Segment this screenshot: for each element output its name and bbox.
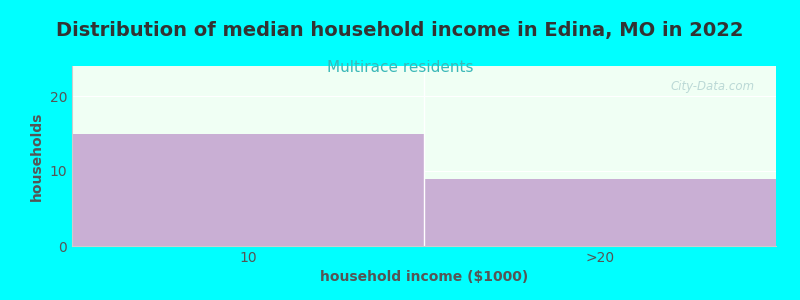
- Text: Multirace residents: Multirace residents: [326, 60, 474, 75]
- Text: City-Data.com: City-Data.com: [670, 80, 755, 93]
- Y-axis label: households: households: [30, 111, 44, 201]
- X-axis label: household income ($1000): household income ($1000): [320, 270, 528, 284]
- Text: Distribution of median household income in Edina, MO in 2022: Distribution of median household income …: [56, 21, 744, 40]
